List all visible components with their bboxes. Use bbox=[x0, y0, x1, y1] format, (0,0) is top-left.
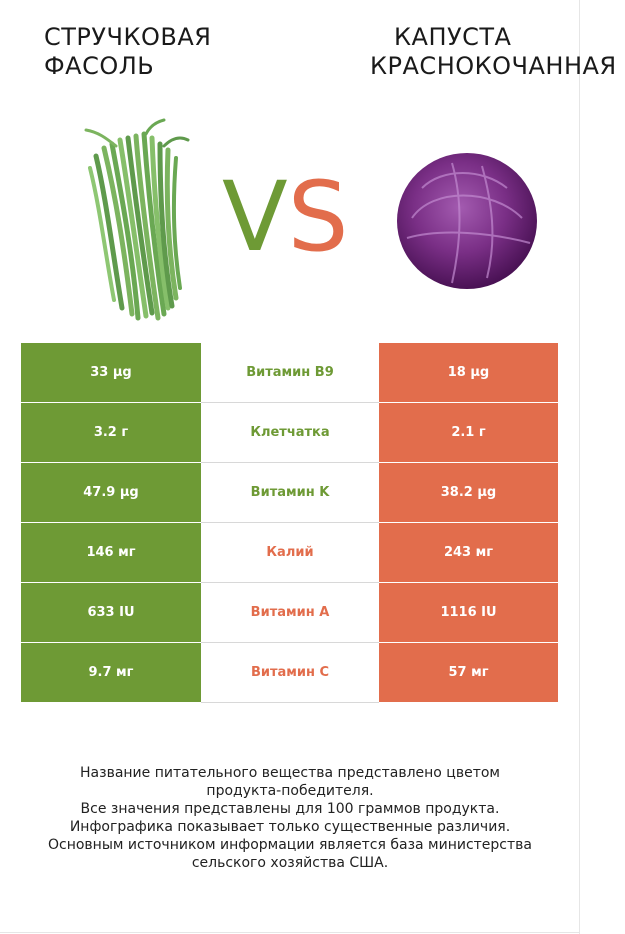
nutrient-name: Витамин K bbox=[201, 463, 379, 522]
vs-label: VS bbox=[222, 162, 349, 272]
left-value: 9.7 мг bbox=[21, 643, 201, 702]
left-title-line-2: ФАСОЛЬ bbox=[44, 52, 155, 80]
left-value: 47.9 µg bbox=[21, 463, 201, 522]
right-value: 18 µg bbox=[379, 343, 558, 402]
row-divider bbox=[379, 462, 558, 463]
footer-line: Название питательного вещества представл… bbox=[80, 765, 500, 781]
footer-notes: Название питательного вещества представл… bbox=[10, 764, 570, 872]
vs-letter-v: V bbox=[222, 161, 288, 273]
right-title-line-2: КРАСНОКОЧАННАЯ bbox=[370, 52, 617, 80]
row-divider bbox=[21, 462, 201, 463]
footer-line: сельского хозяйства США. bbox=[191, 855, 389, 871]
left-value: 633 IU bbox=[21, 583, 201, 642]
row-divider bbox=[21, 582, 201, 583]
right-value: 57 мг bbox=[379, 643, 558, 702]
vs-letter-s: S bbox=[287, 161, 349, 273]
footer-line: продукта-победителя. bbox=[206, 783, 374, 799]
row-divider bbox=[379, 402, 558, 403]
left-value: 146 мг bbox=[21, 523, 201, 582]
right-value: 1116 IU bbox=[379, 583, 558, 642]
row-divider bbox=[201, 582, 379, 583]
row-divider bbox=[201, 642, 379, 643]
footer-line: Основным источником информации является … bbox=[48, 837, 532, 853]
row-divider bbox=[201, 402, 379, 403]
frame-border-right bbox=[579, 0, 580, 934]
left-product-title: СТРУЧКОВАЯ ФАСОЛЬ bbox=[44, 23, 211, 81]
right-value: 38.2 µg bbox=[379, 463, 558, 522]
footer-line: Инфографика показывает только существенн… bbox=[69, 819, 511, 835]
right-product-title: КАПУСТА КРАСНОКОЧАННАЯ bbox=[370, 23, 617, 81]
nutrient-name: Калий bbox=[201, 523, 379, 582]
frame-border-bottom bbox=[0, 932, 580, 933]
green-beans-image bbox=[84, 118, 190, 321]
footer-line: Все значения представлены для 100 граммо… bbox=[80, 801, 500, 817]
nutrient-name: Витамин C bbox=[201, 643, 379, 702]
red-cabbage-image bbox=[397, 153, 537, 289]
comparison-table: 33 µg Витамин B9 18 µg 3.2 г Клетчатка 2… bbox=[21, 343, 558, 703]
right-title-line-1: КАПУСТА bbox=[394, 23, 512, 51]
table-row: 633 IU Витамин A 1116 IU bbox=[21, 583, 558, 643]
nutrient-name: Витамин A bbox=[201, 583, 379, 642]
row-divider bbox=[21, 522, 201, 523]
row-divider bbox=[201, 522, 379, 523]
row-divider bbox=[201, 702, 379, 703]
table-row: 146 мг Калий 243 мг bbox=[21, 523, 558, 583]
row-divider bbox=[379, 642, 558, 643]
right-value: 2.1 г bbox=[379, 403, 558, 462]
nutrient-name: Витамин B9 bbox=[201, 343, 379, 402]
row-divider bbox=[21, 402, 201, 403]
left-value: 3.2 г bbox=[21, 403, 201, 462]
table-row: 9.7 мг Витамин C 57 мг bbox=[21, 643, 558, 703]
row-divider bbox=[21, 642, 201, 643]
nutrient-name: Клетчатка bbox=[201, 403, 379, 462]
left-value: 33 µg bbox=[21, 343, 201, 402]
right-value: 243 мг bbox=[379, 523, 558, 582]
left-title-line-1: СТРУЧКОВАЯ bbox=[44, 23, 212, 51]
table-row: 47.9 µg Витамин K 38.2 µg bbox=[21, 463, 558, 523]
row-divider bbox=[379, 522, 558, 523]
row-divider bbox=[201, 462, 379, 463]
row-divider bbox=[379, 582, 558, 583]
table-row: 3.2 г Клетчатка 2.1 г bbox=[21, 403, 558, 463]
table-row: 33 µg Витамин B9 18 µg bbox=[21, 343, 558, 403]
